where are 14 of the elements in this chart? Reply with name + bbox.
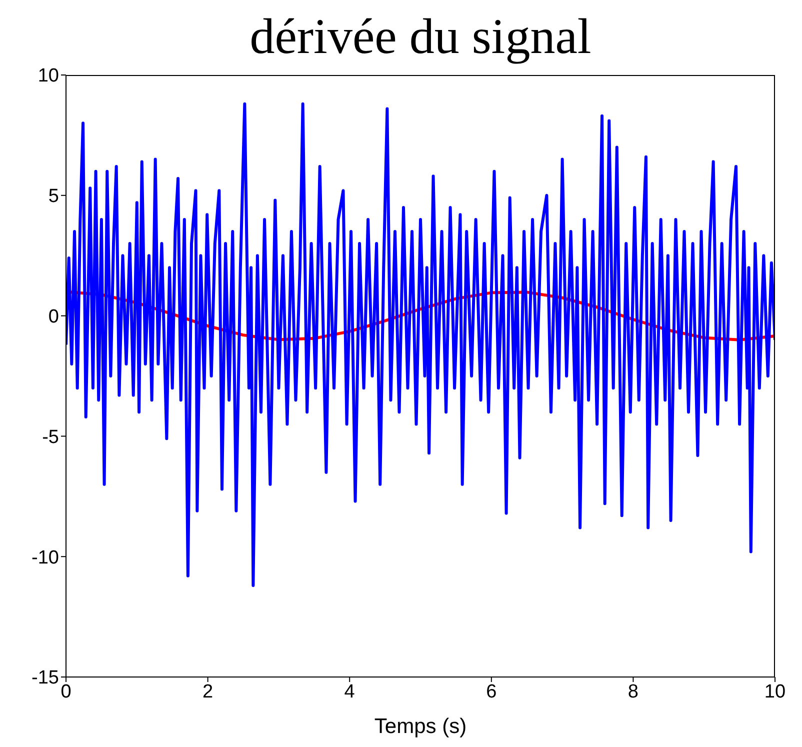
x-tick-label: 4	[344, 681, 356, 702]
y-tick-label: -10	[32, 547, 59, 568]
x-tick-label: 6	[486, 681, 497, 702]
chart-title: dérivée du signal	[248, 7, 592, 66]
x-axis-title: Temps (s)	[374, 715, 467, 738]
x-tick-label: 10	[764, 681, 786, 702]
y-tick-label: 10	[38, 66, 59, 87]
y-tick-label: 5	[48, 186, 59, 208]
y-tick-label: -5	[42, 426, 59, 448]
y-tick-label: -15	[32, 668, 59, 689]
x-tick-label: 2	[202, 681, 214, 702]
y-tick-label: 0	[48, 306, 59, 328]
x-tick-label: 8	[628, 681, 638, 702]
line-series	[66, 102, 775, 587]
